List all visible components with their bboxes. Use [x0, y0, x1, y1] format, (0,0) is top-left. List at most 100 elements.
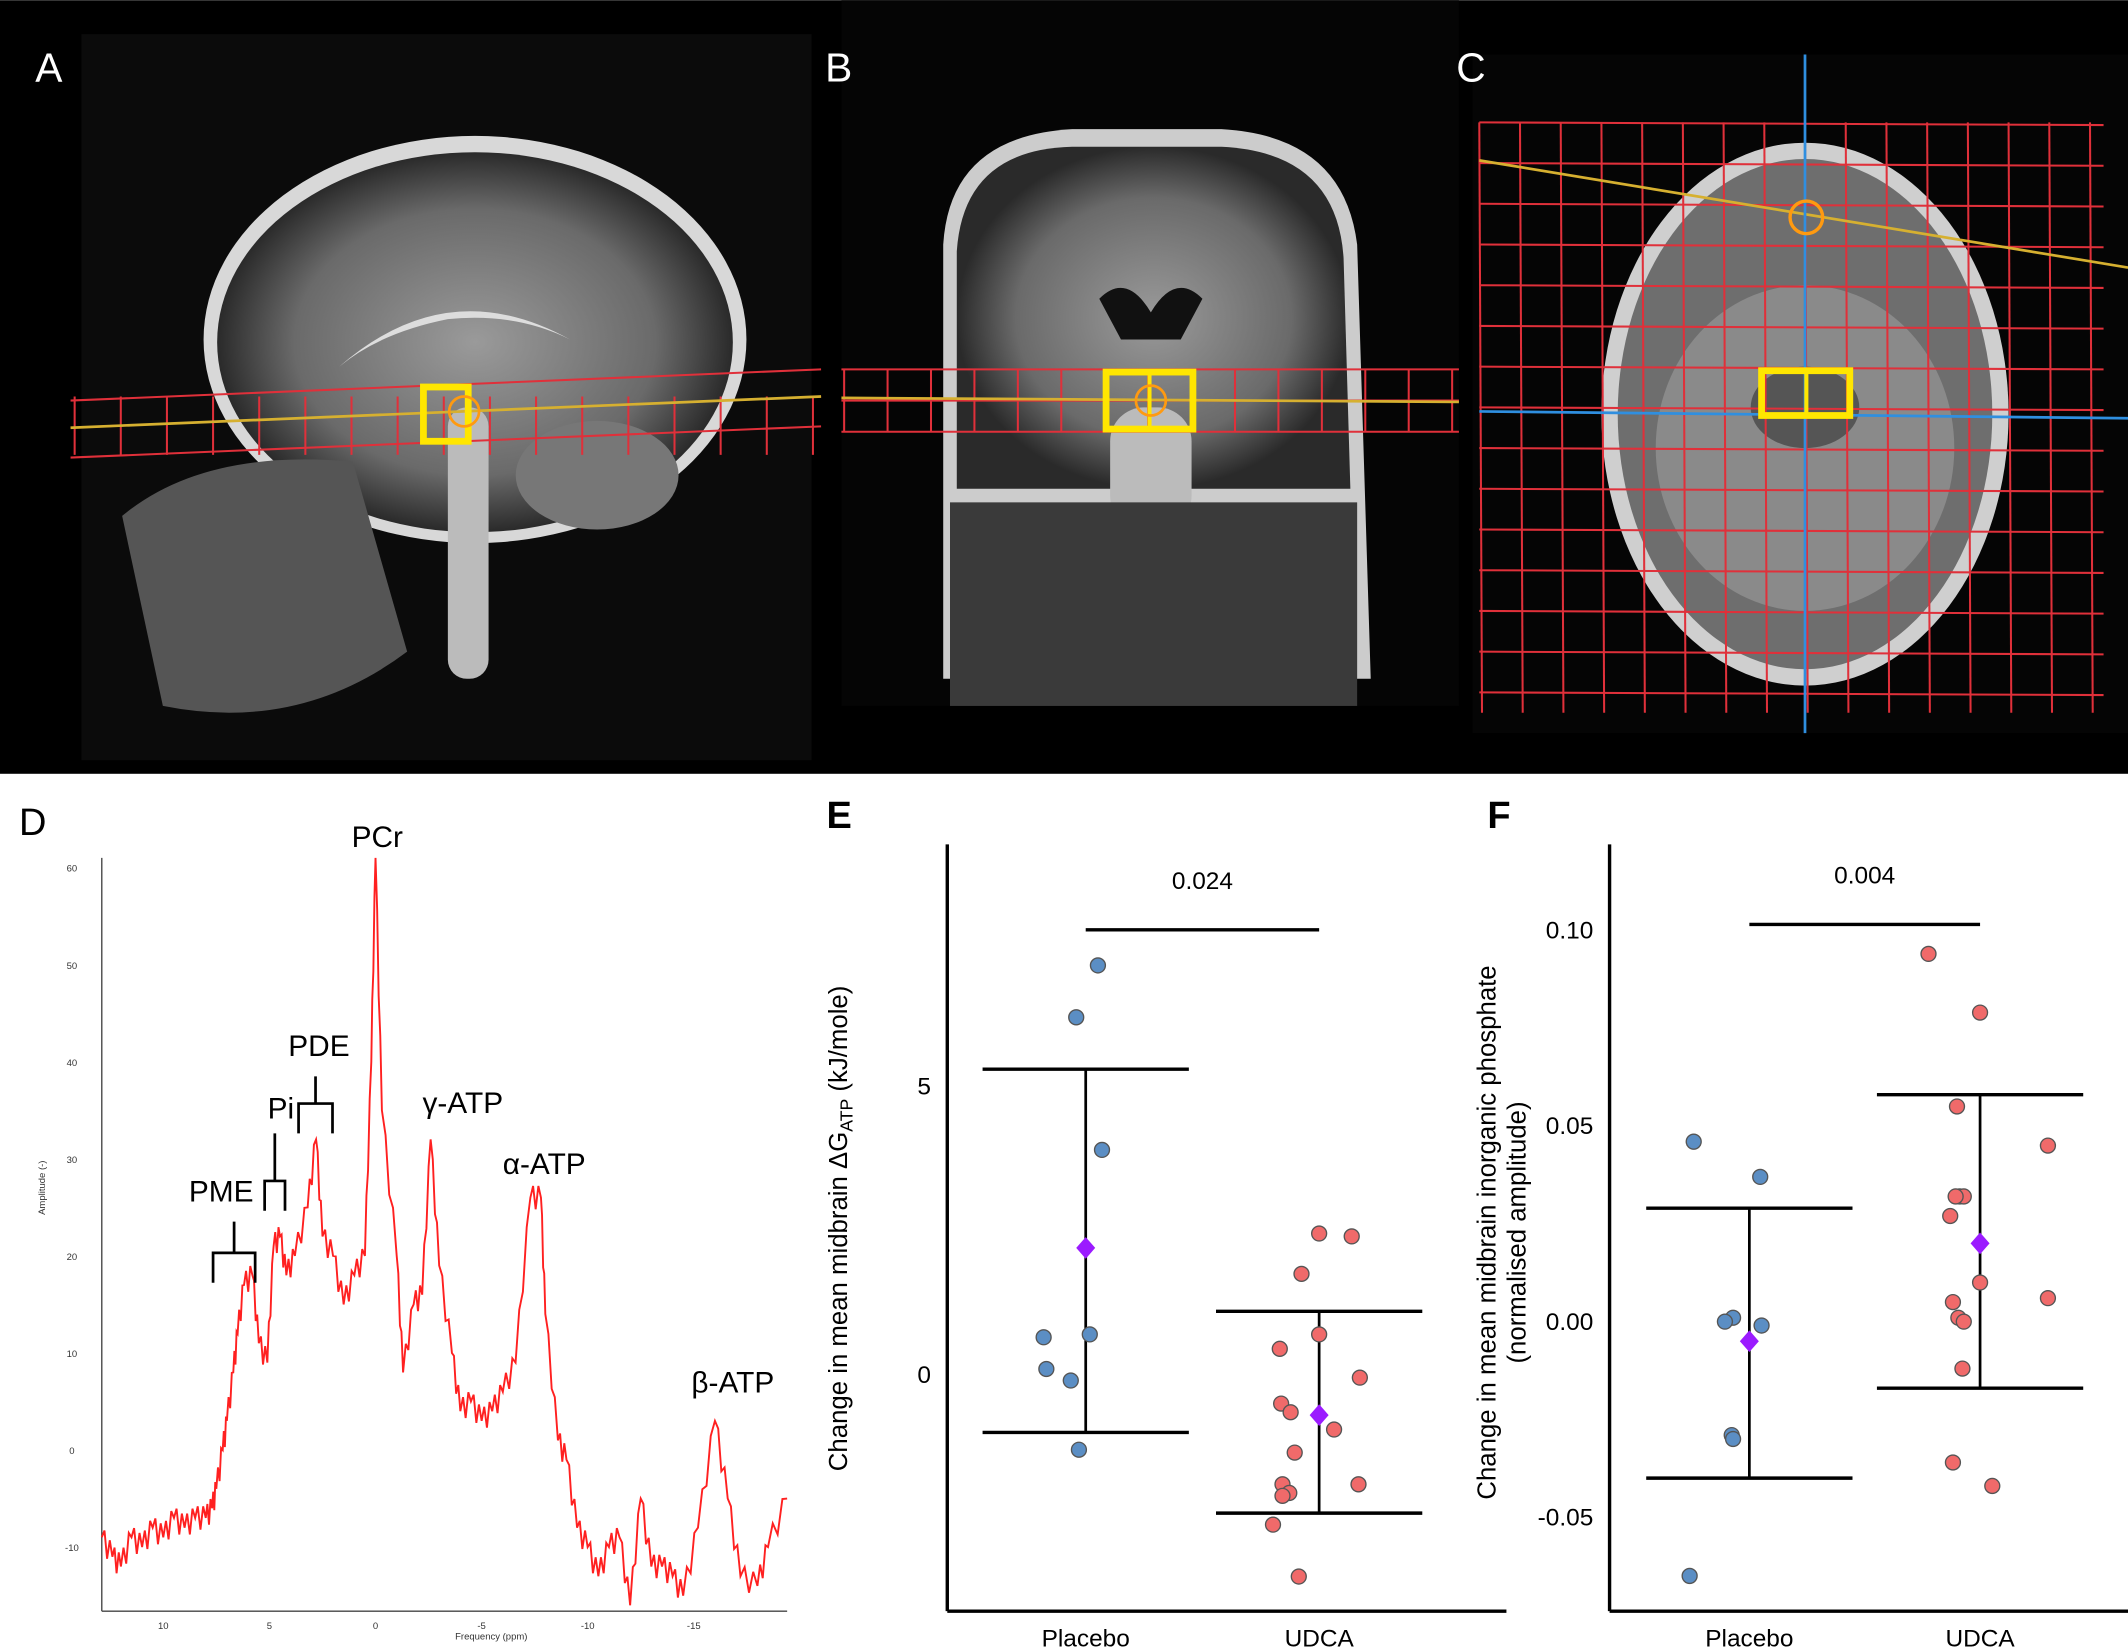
panel-label-e: E	[827, 795, 852, 837]
data-point-udca	[1311, 1326, 1328, 1343]
y-tick-label: 5	[917, 1074, 931, 1101]
data-point-udca	[1955, 1313, 1972, 1330]
data-point-udca	[1350, 1476, 1367, 1493]
grid-line	[1926, 122, 1931, 713]
mean-marker-placebo	[1076, 1237, 1096, 1259]
data-point-placebo	[1070, 1441, 1088, 1458]
grid-line	[1479, 487, 2104, 493]
data-point-udca	[1343, 1228, 1360, 1245]
data-point-placebo	[1685, 1133, 1702, 1150]
data-point-udca	[1948, 1098, 1966, 1115]
grid-line	[1479, 162, 2104, 167]
y-tick-label: 0.10	[1546, 918, 1594, 945]
panel-label-d: D	[19, 802, 46, 844]
chart-f-y-label-2: (normalised amplitude)	[1503, 1101, 1531, 1363]
x-tick-label: Placebo	[1042, 1625, 1130, 1648]
y-tick-label: 0.00	[1546, 1309, 1594, 1336]
peak-label-pde: PDE	[288, 1030, 349, 1063]
y-tick-label: 0	[917, 1362, 931, 1389]
voxel-marker-b	[1134, 384, 1168, 417]
grid-line	[1479, 406, 2104, 412]
mri-sagittal-image	[81, 34, 812, 761]
grid-line	[1600, 122, 1606, 713]
y-tick-label: 50	[67, 961, 78, 972]
pi-scatter-chart: 0.10 0.05 0.00 -0.05 Placebo UDCA 0.004	[1538, 844, 2128, 1648]
data-point-placebo	[1724, 1430, 1742, 1448]
grid-line	[1479, 121, 2104, 127]
grid-line	[1479, 528, 2104, 534]
mean-marker-udca	[1970, 1232, 1990, 1255]
peak-label-atp: γ-ATP	[422, 1087, 503, 1120]
mri-axial-image	[1472, 54, 2128, 734]
data-point-udca	[1325, 1421, 1343, 1438]
data-point-udca	[1971, 1274, 1989, 1291]
data-point-placebo	[1089, 957, 1107, 974]
peak-bracket	[263, 1133, 287, 1211]
data-point-placebo	[1093, 1141, 1111, 1159]
voxel-marker-a	[447, 395, 481, 428]
chart-f-y-label: Change in mean midbrain inorganic phosph…	[1474, 965, 1502, 1499]
data-point-placebo	[1716, 1313, 1734, 1330]
grid-line	[1722, 122, 1728, 713]
data-point-udca	[1264, 1516, 1282, 1533]
data-point-udca	[1290, 1568, 1307, 1585]
grid-line	[1479, 202, 2104, 208]
data-point-udca	[1954, 1360, 1971, 1377]
x-tick-label: UDCA	[1285, 1625, 1355, 1648]
y-tick-label: 0.05	[1546, 1113, 1594, 1140]
y-tick-label: 60	[67, 864, 78, 875]
grid-line	[1479, 447, 2104, 452]
data-point-placebo	[1752, 1168, 1769, 1186]
data-point-placebo	[1068, 1009, 1085, 1026]
p-value-label: 0.004	[1834, 863, 1895, 890]
mean-marker-udca	[1309, 1404, 1329, 1426]
grid-line	[1479, 324, 2104, 330]
grid-line	[1479, 569, 2104, 574]
peak-bracket	[297, 1076, 334, 1134]
grid-line	[1478, 122, 1484, 713]
y-tick-label: 10	[67, 1349, 78, 1360]
y-tick-label: 0	[69, 1446, 74, 1457]
y-tick-label: 20	[67, 1252, 78, 1263]
x-tick-label: Placebo	[1705, 1625, 1793, 1648]
y-tick-label: 30	[67, 1155, 78, 1166]
data-point-udca	[1920, 945, 1937, 963]
data-point-udca	[1286, 1444, 1303, 1461]
mean-marker-placebo	[1739, 1330, 1759, 1353]
panel-label-f: F	[1487, 795, 1510, 837]
data-point-placebo	[1753, 1317, 1770, 1334]
x-tick-label: 0	[373, 1621, 378, 1632]
x-tick-label: 5	[267, 1621, 272, 1632]
data-point-udca	[1942, 1207, 1959, 1225]
x-tick-label: -15	[687, 1621, 701, 1632]
y-tick-label: 40	[67, 1058, 78, 1069]
voxel-marker-c	[1788, 199, 1825, 236]
data-point-udca	[1311, 1225, 1328, 1242]
data-point-udca	[1947, 1188, 1964, 1205]
panel-label-b: B	[825, 45, 852, 91]
spectrum-x-label: Frequency (ppm)	[455, 1632, 527, 1643]
peak-label-atp: α-ATP	[503, 1148, 586, 1181]
y-tick-label: -0.05	[1538, 1504, 1594, 1531]
p-value-label: 0.024	[1172, 868, 1233, 895]
peak-label-pi: Pi	[268, 1093, 295, 1126]
y-tick-label: -10	[65, 1543, 79, 1554]
x-tick-label: -5	[477, 1621, 485, 1632]
data-point-udca	[1971, 1004, 1989, 1021]
data-point-udca	[1293, 1265, 1310, 1283]
grid-line	[1479, 650, 2104, 656]
grid-line	[1518, 122, 1524, 713]
voxel-box-a	[420, 383, 472, 445]
chart-e-y-label: Change in mean midbrain ΔGATP (kJ/mole)	[825, 986, 856, 1472]
panel-label-c: C	[1456, 45, 1485, 91]
data-point-placebo	[1081, 1326, 1098, 1343]
peak-label-atp: β-ATP	[691, 1367, 774, 1400]
peak-bracket	[211, 1221, 257, 1283]
data-point-udca	[1274, 1487, 1291, 1504]
peak-label-pcr: PCr	[352, 821, 403, 854]
grid-line	[1559, 122, 1565, 713]
data-point-udca	[2039, 1137, 2057, 1154]
peak-label-pme: PME	[189, 1175, 254, 1208]
x-tick-label: 10	[158, 1621, 169, 1632]
